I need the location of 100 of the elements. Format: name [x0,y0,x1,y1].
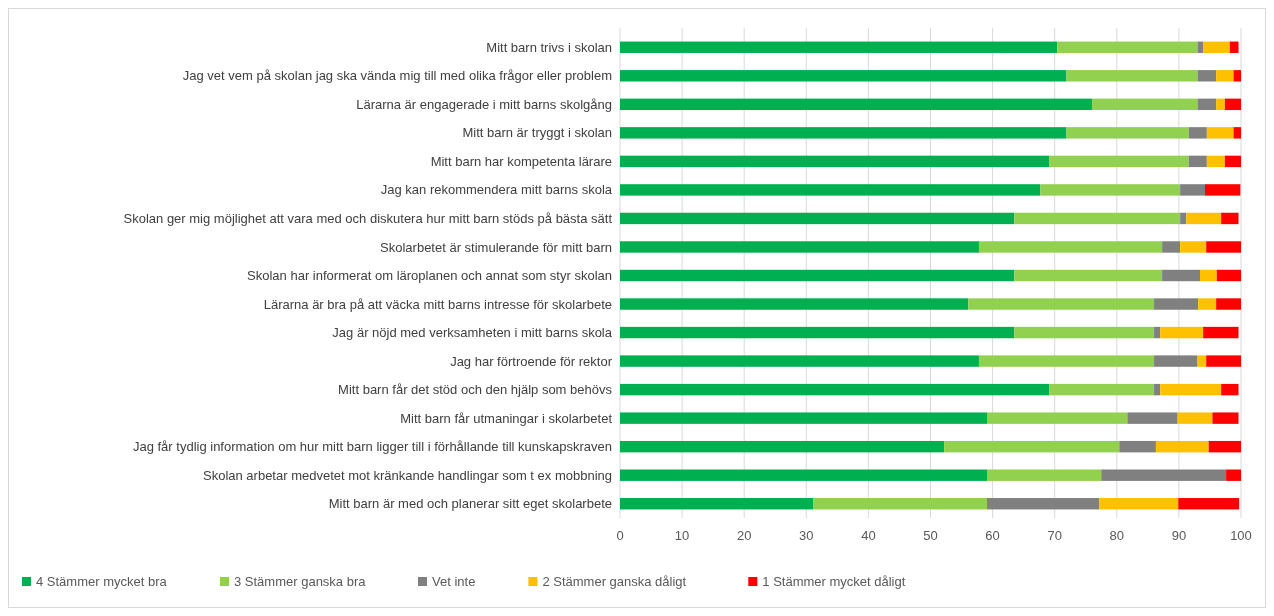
bar [620,355,979,367]
y-tick-label: Skolarbetet är stimulerande för mitt barn [380,239,612,255]
y-tick-label: Jag har förtroende för rektor [450,353,613,369]
bar [1206,127,1234,139]
x-tick-label: 20 [736,528,752,543]
bar [620,269,1015,282]
y-tick-label: Jag vet vem på skolan jag ska vända mig till med olika frågor eller problem [182,68,612,84]
legend-label: 1 Stämmer mycket dåligt [762,574,906,589]
bar [1049,155,1189,168]
y-tick-label: Mitt barn har kompetenta lärare [430,153,612,169]
y-tick-label: Skolan ger mig möjlighet att vara med och diskutera hur mitt barn stöds på bästa sätt [123,210,613,226]
x-tick-label: 50 [923,528,938,543]
bar [1127,412,1178,424]
bar [1206,241,1241,253]
bar [620,70,1067,82]
bar [1180,184,1205,196]
bar [1221,383,1239,396]
bar [1180,212,1187,225]
bar [987,469,1102,481]
bar [1186,212,1222,225]
bar [620,412,988,424]
bar [620,326,1015,339]
x-tick-label: 40 [861,528,876,543]
bar [1224,155,1241,168]
bar [620,498,814,510]
bar [1233,70,1241,82]
y-tick-label: Jag är nöjd med verksamheten i mitt barns skola [332,325,613,341]
bar [1216,70,1234,82]
bar [1226,469,1241,481]
bar [1216,98,1225,111]
bar [987,498,1100,510]
bar [1014,212,1181,225]
bar [1014,269,1163,282]
bar [1160,326,1204,339]
y-tick-label: Mitt barn får utmaningar i skolarbetet [400,410,613,426]
bar [1203,41,1230,53]
bar [620,440,945,453]
bar [620,241,979,253]
x-tick-label: 90 [1171,528,1187,543]
bar [620,469,988,481]
bar [620,155,1050,168]
bar [1099,498,1179,510]
bar [1197,98,1217,111]
bar [1154,383,1161,396]
bar [1216,298,1241,310]
bar [1154,355,1198,367]
bar [1057,41,1198,53]
bar [1049,383,1155,396]
y-tick-label: Lärarna är bra på att väcka mitt barns intresse för skolarbete [263,296,612,312]
x-tick-label: 10 [674,528,690,543]
bar [1206,355,1241,367]
legend-label: 2 Stämmer ganska dåligt [542,574,687,589]
bar [1154,298,1199,310]
x-tick-label: 30 [799,528,814,543]
bar [1178,498,1240,510]
x-tick-label: 100 [1230,528,1252,543]
bar [620,127,1067,139]
legend-label: 3 Stämmer ganska bra [234,574,367,589]
y-tick-label: Lärarna är engagerade i mitt barns skolgång [356,96,612,112]
bar [620,184,1041,196]
bar [1221,212,1239,225]
bar [978,241,1163,253]
bar [620,298,969,310]
y-tick-label: Mitt barn är tryggt i skolan [462,125,612,141]
bar [987,412,1128,424]
bar [1160,383,1222,396]
bar [1066,70,1198,82]
bar [1180,241,1207,253]
bar [1188,155,1207,168]
bar [968,298,1155,310]
bar [1200,269,1217,282]
bar [620,41,1058,53]
bar [1101,469,1227,481]
x-tick-label: 60 [985,528,1000,543]
y-tick-label: Jag får tydlig information om hur mitt barn ligger till i förhållande till kunskapskraven [132,439,612,455]
y-tick-label: Mitt barn trivs i skolan [486,39,612,55]
bar [1216,269,1241,282]
bar [1066,127,1189,139]
y-tick-label: Mitt barn är med och planerar sitt eget skolarbete [328,496,612,512]
bar [1224,98,1241,111]
bar [1154,326,1161,339]
bar [1162,241,1181,253]
x-tick-label: 70 [1047,528,1062,543]
bar [1212,412,1239,424]
y-tick-label: Skolan har informerat om läroplanen och annat som styr skolan [247,268,612,284]
bar [1204,184,1241,196]
y-tick-label: Mitt barn får det stöd och den hjälp som behövs [338,382,613,398]
bar [1229,41,1239,53]
bar [1206,155,1225,168]
bar [620,212,1015,225]
bar [620,98,1092,111]
bar [1203,326,1239,339]
bar [1155,440,1209,453]
legend-label: Vet inte [432,574,476,589]
x-tick-label: 80 [1109,528,1125,543]
bar [1162,269,1201,282]
bar [1091,98,1198,111]
bar [944,440,1120,453]
x-tick-label: 0 [616,528,624,543]
y-tick-label: Skolan arbetar medvetet mot kränkande handlingar som t ex mobbning [202,467,612,483]
